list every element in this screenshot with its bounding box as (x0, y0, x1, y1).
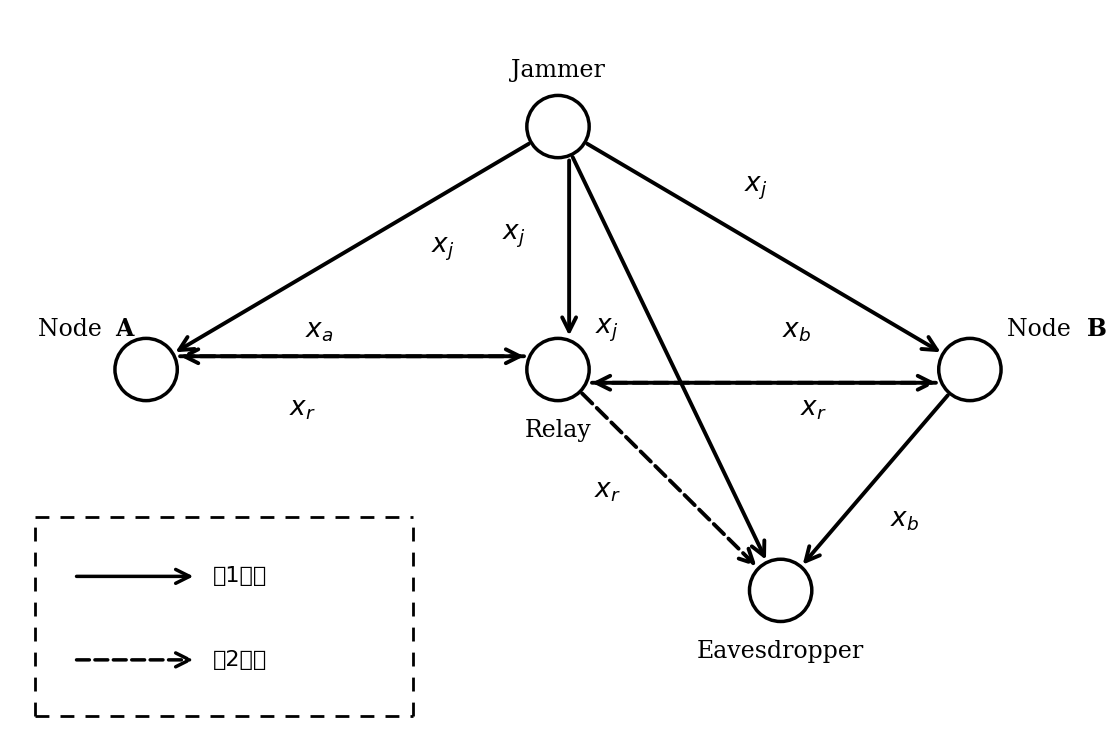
Text: A: A (115, 317, 133, 341)
Text: Eavesdropper: Eavesdropper (698, 640, 864, 663)
Ellipse shape (115, 338, 177, 401)
Text: $\mathit{x}_{j}$: $\mathit{x}_{j}$ (743, 175, 767, 202)
Ellipse shape (939, 338, 1001, 401)
Text: $\mathit{x}_{r}$: $\mathit{x}_{r}$ (594, 479, 620, 504)
Text: 第2时隙: 第2时隙 (213, 650, 267, 670)
Text: B: B (1087, 317, 1107, 341)
Text: Jammer: Jammer (511, 59, 605, 82)
Text: $\mathit{x}_{b}$: $\mathit{x}_{b}$ (782, 319, 811, 344)
Text: $\mathit{x}_{j}$: $\mathit{x}_{j}$ (431, 236, 454, 263)
Ellipse shape (527, 338, 589, 401)
Ellipse shape (750, 559, 811, 621)
Text: $\mathit{x}_{j}$: $\mathit{x}_{j}$ (502, 222, 526, 250)
Text: $\mathit{x}_{a}$: $\mathit{x}_{a}$ (305, 319, 334, 344)
Text: Node: Node (38, 318, 109, 341)
Text: Node: Node (1007, 318, 1078, 341)
Text: $\mathit{x}_{r}$: $\mathit{x}_{r}$ (289, 398, 316, 423)
Ellipse shape (527, 95, 589, 157)
Text: $\mathit{x}_{r}$: $\mathit{x}_{r}$ (800, 398, 827, 423)
Text: Relay: Relay (525, 419, 591, 442)
Text: $\mathit{x}_{b}$: $\mathit{x}_{b}$ (891, 508, 920, 533)
Text: $\mathit{x}_{j}$: $\mathit{x}_{j}$ (595, 317, 618, 344)
Text: 第1时隙: 第1时隙 (213, 566, 267, 586)
